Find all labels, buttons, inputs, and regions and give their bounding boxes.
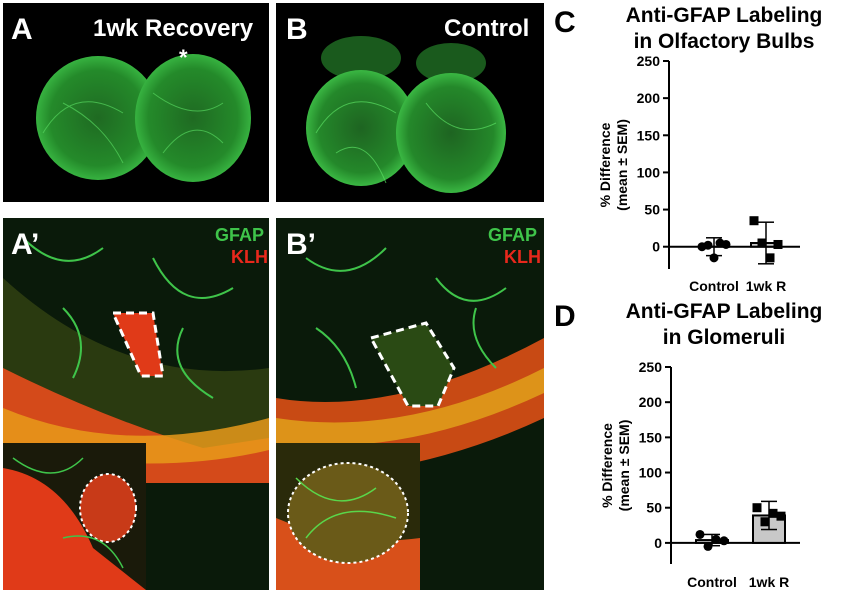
olfactory-bulb-image-b [306, 36, 506, 193]
y-axis-label-line-0: % Difference [599, 423, 615, 508]
channel-label-klh-a: KLH [231, 247, 268, 267]
glomeruli-image-a-prime [3, 218, 269, 590]
chart-title-line-1: in Glomeruli [663, 326, 786, 349]
y-tick-label: 200 [639, 394, 663, 410]
y-tick-label: 0 [654, 535, 662, 551]
panel-label-a: A [11, 13, 33, 46]
y-tick-label: 250 [637, 53, 661, 69]
olfactory-bulb-image-a [36, 54, 251, 182]
chart-d: D Anti-GFAP Labeling in Glomeruli 0 50 100 15… [548, 296, 848, 593]
data-point [776, 511, 786, 521]
data-point [719, 536, 729, 546]
chart-label-c: C [554, 6, 576, 39]
y-tick-label: 150 [637, 127, 661, 143]
data-point [709, 253, 719, 263]
data-point [757, 238, 767, 248]
chart-c-svg: Anti-GFAP Labeling in Olfactory Bulbs 0 50 1… [597, 4, 823, 294]
channel-label-gfap-b: GFAP [488, 225, 538, 245]
chart-label-d: D [554, 300, 576, 333]
y-axis-label-line-1: (mean ± SEM) [614, 119, 630, 211]
y-tick-label: 150 [639, 429, 663, 445]
chart-c: C Anti-GFAP Labeling in Olfactory Bulbs 0 5… [548, 0, 848, 296]
channel-label-klh-b: KLH [504, 247, 541, 267]
panel-title-b: Control [444, 15, 530, 42]
y-axis-label-line-1: (mean ± SEM) [616, 420, 632, 512]
panel-label-b: B [286, 13, 308, 46]
chart-title-line-1: in Olfactory Bulbs [634, 30, 815, 53]
y-axis-label-line-0: % Difference [597, 122, 613, 207]
data-point [773, 239, 783, 249]
category-label-1: 1wk R [746, 278, 786, 294]
y-tick-label: 100 [637, 164, 661, 180]
panel-label-b-prime: B’ [286, 228, 316, 261]
data-point [752, 503, 762, 513]
y-tick-label: 0 [652, 239, 660, 255]
data-point [695, 529, 705, 539]
data-point [721, 239, 731, 249]
glomeruli-image-b-prime [276, 218, 544, 590]
data-point [703, 541, 713, 551]
y-tick-label: 200 [637, 90, 661, 106]
category-label-1: 1wk R [749, 574, 789, 590]
y-tick-label: 50 [646, 500, 662, 516]
data-point [711, 534, 721, 544]
y-tick-label: 250 [639, 359, 663, 375]
data-point [760, 517, 770, 527]
channel-label-gfap-a: GFAP [215, 225, 265, 245]
micrograph-panel-b: B Control [276, 3, 544, 202]
data-point [703, 240, 713, 250]
category-label-0: Control [687, 574, 737, 590]
chart-title-line-0: Anti-GFAP Labeling [626, 4, 823, 27]
micrograph-panel-a-prime: A’ GFAP KLH [3, 218, 269, 590]
chart-title-line-0: Anti-GFAP Labeling [626, 300, 823, 323]
panel-title-a: 1wk Recovery [93, 15, 254, 42]
data-point [749, 216, 759, 226]
panel-label-a-prime: A’ [11, 228, 40, 261]
micrograph-panel-b-prime: B’ GFAP KLH [276, 218, 544, 590]
y-tick-label: 50 [644, 202, 660, 218]
chart-d-svg: Anti-GFAP Labeling in Glomeruli 0 50 100 150 2… [599, 300, 823, 590]
category-label-0: Control [689, 278, 739, 294]
micrograph-panel-a: A 1wk Recovery * [3, 3, 269, 202]
asterisk-marker: * [179, 45, 188, 70]
y-tick-label: 100 [639, 465, 663, 481]
data-point [765, 253, 775, 263]
data-point [768, 508, 778, 518]
